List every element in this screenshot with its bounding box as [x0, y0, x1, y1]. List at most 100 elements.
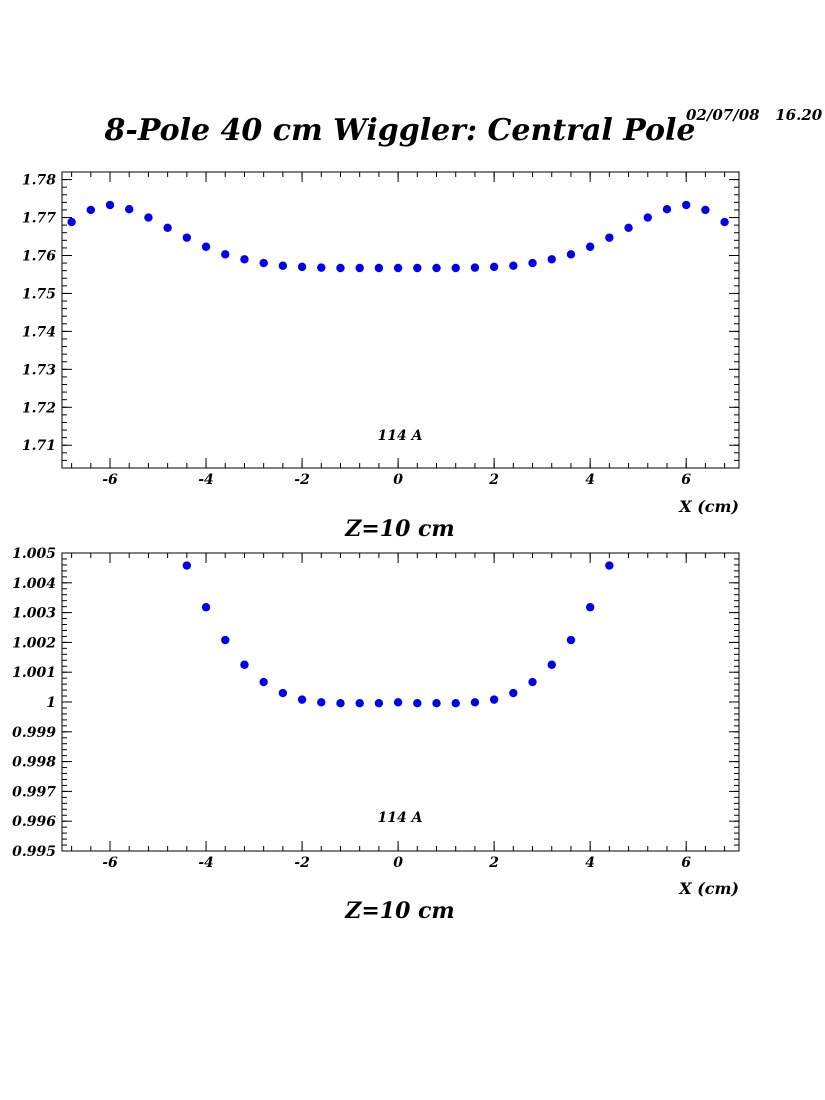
chart1-y-tick-label: 1.75: [22, 286, 56, 302]
chart2-data-point: [355, 698, 364, 708]
chart1-data-point: [259, 258, 268, 268]
chart2-data-point: [201, 603, 211, 612]
chart2-y-tick-label: 1.005: [12, 546, 56, 562]
chart2-y-tick-label: 0.998: [12, 755, 56, 771]
chart1-subtitle: Z=10 cm: [344, 516, 454, 542]
chart2-x-tick-label: 4: [585, 855, 595, 871]
chart2-data-point: [489, 695, 499, 704]
chart2-data-point: [393, 698, 403, 707]
page-title: 8-Pole 40 cm Wiggler: Central Pole: [104, 113, 696, 148]
chart1-y-tick-label: 1.76: [22, 248, 56, 264]
chart2-y-tick-label: 0.997: [12, 784, 56, 800]
chart1-data-point: [451, 263, 460, 273]
chart2-data-point: [374, 698, 384, 708]
chart1-data-point: [701, 205, 710, 215]
timestamp: 02/07/08 16.20: [686, 106, 823, 124]
chart2-data-point: [585, 603, 595, 612]
chart1-data-point: [393, 263, 403, 273]
chart1-data-point: [278, 261, 288, 270]
chart2-data-point: [451, 698, 460, 708]
chart1-data-point: [585, 242, 595, 251]
chart1-y-tick-label: 1.71: [22, 438, 56, 454]
chart1-data-point: [489, 262, 499, 272]
chart2-x-tick-label: -2: [294, 855, 310, 871]
chart2-y-tick-label: 1.003: [12, 606, 56, 622]
chart1-data-point: [336, 263, 345, 273]
chart1-data-point: [681, 200, 691, 210]
chart1-data-point: [317, 263, 326, 272]
chart2-data-point: [182, 561, 192, 570]
chart1-y-tick-label: 1.72: [22, 400, 56, 416]
chart2-data-point: [470, 698, 480, 707]
chart1-plot-frame: [61, 171, 740, 469]
chart1-data-point: [182, 233, 192, 242]
chart1-data-point: [297, 262, 307, 272]
chart1-data-point: [720, 217, 729, 227]
chart2-data-point: [240, 660, 249, 669]
chart1-data-point: [605, 233, 614, 242]
chart1-data-point: [432, 263, 441, 273]
chart1-data-point: [509, 261, 518, 270]
chart2-y-tick-label: 0.999: [12, 725, 56, 741]
chart2-data-point: [528, 677, 537, 687]
chart2-data-point: [336, 698, 345, 708]
chart2-data-point: [413, 698, 422, 708]
chart1-x-tick-label: -2: [294, 472, 310, 488]
chart1-data-point: [413, 263, 422, 273]
chart2-y-tick-label: 1.004: [12, 576, 56, 592]
chart2-data-point: [566, 635, 576, 645]
chart2-y-tick-label: 1.001: [12, 665, 56, 681]
chart1-data-point: [67, 217, 76, 227]
chart1-data-point: [374, 263, 384, 273]
chart2-x-tick-label: 0: [393, 855, 403, 871]
chart2-data-point: [317, 698, 326, 707]
chart2-data-point: [259, 677, 268, 687]
chart1-x-tick-label: 0: [393, 472, 403, 488]
chart1-x-tick-label: 4: [585, 472, 595, 488]
chart1-data-point: [125, 204, 134, 214]
chart1-data-point: [105, 200, 115, 210]
chart1-data-point: [163, 223, 172, 232]
chart1-y-tick-label: 1.74: [22, 324, 56, 340]
chart1-data-point: [144, 213, 153, 222]
chart1-x-tick-label: -6: [102, 472, 118, 488]
chart2-x-tick-label: -6: [102, 855, 118, 871]
chart1-y-tick-label: 1.77: [22, 211, 56, 227]
chart2-y-tick-label: 1: [46, 695, 56, 711]
chart2-y-tick-label: 0.995: [12, 844, 56, 860]
chart1-data-point: [662, 204, 672, 214]
chart1-data-point: [86, 205, 96, 215]
chart2-x-tick-label: 2: [488, 855, 499, 871]
chart1-data-point: [355, 263, 364, 273]
chart2-data-point: [509, 688, 518, 698]
chart1-y-tick-label: 1.78: [22, 173, 56, 189]
chart2-x-tick-label: -4: [198, 855, 214, 871]
chart2-subtitle: Z=10 cm: [344, 898, 454, 924]
chart2-data-point: [221, 635, 230, 645]
chart1-annotation: 114 A: [378, 428, 423, 444]
chart1-data-point: [547, 255, 556, 264]
chart2-data-point: [278, 688, 288, 698]
chart1-x-tick-label: -4: [198, 472, 214, 488]
chart2-data-point: [605, 561, 614, 570]
chart2-data-point: [297, 695, 307, 704]
chart1-data-point: [528, 258, 537, 268]
chart2-x-tick-label: 6: [681, 855, 691, 871]
chart1-data-point: [221, 250, 230, 259]
chart2-data-point: [547, 660, 556, 669]
chart2-y-tick-label: 0.996: [12, 814, 56, 830]
chart2-annotation: 114 A: [378, 810, 423, 826]
chart1-x-axis-label: X (cm): [678, 497, 739, 516]
chart1-data-point: [470, 263, 480, 272]
chart2-data-point: [432, 698, 441, 708]
chart1-data-point: [624, 223, 633, 232]
chart1-x-tick-label: 2: [488, 472, 499, 488]
chart1-y-tick-label: 1.73: [22, 362, 56, 378]
chart1-data-point: [643, 213, 652, 222]
chart2-y-tick-label: 1.002: [12, 635, 56, 651]
chart1-x-tick-label: 6: [681, 472, 691, 488]
chart2-x-axis-label: X (cm): [678, 879, 739, 898]
chart1-data-point: [201, 242, 211, 251]
chart1-data-point: [240, 255, 249, 264]
